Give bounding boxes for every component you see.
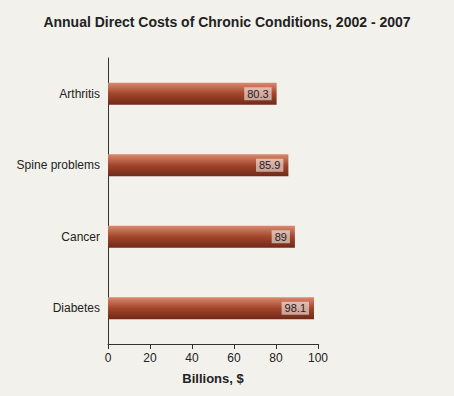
svg-text:Billions, $: Billions, $: [182, 371, 244, 386]
svg-text:60: 60: [227, 351, 241, 365]
svg-text:Arthritis: Arthritis: [59, 87, 100, 101]
svg-text:0: 0: [105, 351, 112, 365]
svg-text:89: 89: [275, 231, 287, 243]
svg-text:98.1: 98.1: [285, 302, 306, 314]
svg-text:100: 100: [308, 351, 328, 365]
svg-text:Diabetes: Diabetes: [53, 301, 100, 315]
svg-text:Spine problems: Spine problems: [17, 158, 100, 172]
svg-text:40: 40: [185, 351, 199, 365]
svg-text:80.3: 80.3: [247, 88, 268, 100]
svg-text:80: 80: [269, 351, 283, 365]
svg-text:20: 20: [143, 351, 157, 365]
svg-text:Annual Direct Costs of Chronic: Annual Direct Costs of Chronic Condition…: [43, 14, 410, 30]
svg-text:85.9: 85.9: [259, 159, 280, 171]
svg-text:Cancer: Cancer: [61, 230, 100, 244]
